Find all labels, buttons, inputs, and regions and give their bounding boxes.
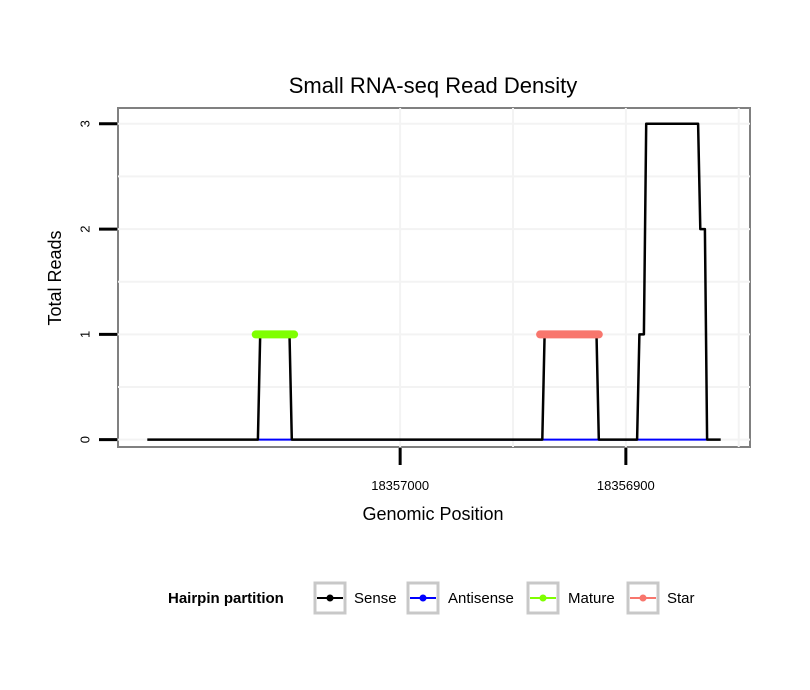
legend-item-sense: Sense <box>313 581 397 615</box>
legend: Hairpin partition Sense Antisense Mature St… <box>168 581 695 615</box>
chart-title: Small RNA-seq Read Density <box>289 73 578 98</box>
legend-key-dot <box>539 594 547 602</box>
legend-item-star: Star <box>626 581 695 615</box>
series-line-sense <box>147 122 721 441</box>
legend-item-antisense: Antisense <box>406 581 514 615</box>
y-axis-title: Total Reads <box>45 230 65 325</box>
legend-label: Mature <box>568 590 615 607</box>
legend-title: Hairpin partition <box>168 590 284 607</box>
x-tick-label: 18356900 <box>597 478 655 493</box>
legend-key-dot <box>639 594 647 602</box>
series-layer <box>147 122 721 441</box>
x-axis-title: Genomic Position <box>362 504 503 524</box>
x-axis: 18357000 18356900 <box>371 448 655 493</box>
y-tick-label: 0 <box>77 436 92 443</box>
legend-label: Sense <box>354 590 397 607</box>
y-axis: 0 1 2 3 <box>77 120 117 443</box>
y-tick-label: 2 <box>77 225 92 232</box>
legend-item-mature: Mature <box>526 581 615 615</box>
plot-panel <box>117 107 751 448</box>
y-tick-label: 1 <box>77 331 92 338</box>
legend-label: Star <box>667 590 695 607</box>
legend-label: Antisense <box>448 590 514 607</box>
legend-key-dot <box>326 594 334 602</box>
x-tick-label: 18357000 <box>371 478 429 493</box>
legend-key-dot <box>419 594 427 602</box>
y-tick-label: 3 <box>77 120 92 127</box>
